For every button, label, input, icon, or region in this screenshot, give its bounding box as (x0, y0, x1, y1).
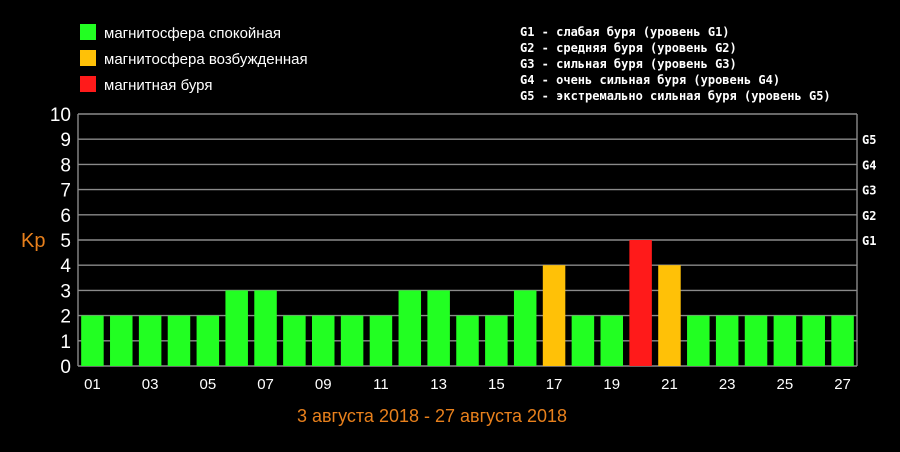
bar-day-16 (513, 290, 537, 366)
level-legend-g2: G2 - средняя буря (уровень G2) (520, 41, 737, 55)
storm-level-tick-g1: G1 (862, 234, 876, 248)
y-tick-label: 8 (60, 155, 71, 176)
y-tick-label: 4 (60, 256, 71, 277)
y-tick-label: 5 (60, 231, 71, 252)
bar-day-25 (773, 315, 797, 366)
storm-level-axis: G1 G2 G3 G4 G5 (862, 133, 876, 248)
x-tick-label: 15 (488, 376, 505, 393)
level-legend-g3: G3 - сильная буря (уровень G3) (520, 57, 737, 71)
x-tick-label: 27 (834, 376, 851, 393)
bar-day-21 (658, 265, 681, 366)
x-tick-label: 03 (142, 376, 159, 393)
bar-day-15 (485, 315, 508, 366)
y-tick-label: 1 (60, 332, 71, 353)
y-tick-label: 2 (60, 307, 71, 328)
legend-swatch-excited (80, 50, 96, 66)
bar-day-08 (283, 315, 306, 366)
y-axis-label: Kp (21, 230, 45, 252)
chart-bars (81, 240, 854, 366)
y-tick-label: 3 (60, 281, 71, 302)
x-tick-label: 09 (315, 376, 332, 393)
bar-day-13 (427, 290, 450, 366)
bar-day-06 (225, 290, 248, 366)
bar-day-10 (340, 315, 364, 366)
level-legend-g5: G5 - экстремально сильная буря (уровень … (520, 89, 831, 103)
bar-day-22 (687, 315, 710, 366)
x-tick-label: 01 (84, 376, 101, 393)
legend-swatch-quiet (80, 24, 96, 40)
y-tick-label: 10 (50, 105, 71, 126)
bar-day-23 (715, 315, 739, 366)
legend-swatch-storm (80, 76, 96, 92)
storm-level-tick-g4: G4 (862, 158, 876, 172)
x-axis-label: 3 августа 2018 - 27 августа 2018 (297, 406, 567, 426)
storm-level-legend: G1 - слабая буря (уровень G1) G2 - средн… (520, 25, 831, 103)
bar-day-11 (369, 315, 393, 366)
legend-label-quiet: магнитосфера спокойная (104, 25, 281, 42)
storm-level-tick-g2: G2 (862, 209, 876, 223)
legend-label-excited: магнитосфера возбужденная (104, 51, 308, 68)
bar-day-04 (167, 315, 191, 366)
level-legend-g4: G4 - очень сильная буря (уровень G4) (520, 73, 780, 87)
x-tick-label: 25 (777, 376, 794, 393)
bar-day-14 (456, 315, 479, 366)
bar-day-18 (571, 315, 595, 366)
y-tick-label: 9 (60, 130, 71, 151)
x-tick-label: 21 (661, 376, 678, 393)
level-legend-g1: G1 - слабая буря (уровень G1) (520, 25, 730, 39)
bar-day-03 (138, 315, 162, 366)
x-tick-label: 13 (430, 376, 447, 393)
x-tick-label: 11 (373, 376, 389, 393)
x-tick-label: 19 (603, 376, 620, 393)
bar-day-27 (831, 315, 854, 366)
storm-level-tick-g3: G3 (862, 184, 876, 198)
bar-day-17 (542, 265, 566, 366)
y-tick-label: 7 (60, 181, 71, 202)
x-tick-label: 23 (719, 376, 736, 393)
bar-day-07 (254, 290, 277, 366)
x-tick-label: 17 (546, 376, 563, 393)
bar-day-02 (110, 315, 133, 366)
bar-day-01 (81, 315, 104, 366)
storm-level-tick-g5: G5 (862, 133, 876, 147)
bar-day-19 (600, 315, 624, 366)
x-tick-label: 07 (257, 376, 274, 393)
legend-label-storm: магнитная буря (104, 77, 212, 94)
x-tick-label: 05 (199, 376, 216, 393)
x-axis-ticks: 01 03 05 07 09 11 13 15 17 19 21 23 25 27 (84, 376, 851, 393)
y-tick-label: 6 (60, 206, 71, 227)
y-tick-label: 0 (60, 357, 71, 378)
legend: магнитосфера спокойная магнитосфера возб… (80, 24, 308, 94)
bar-day-20 (629, 240, 652, 366)
bar-day-12 (398, 290, 422, 366)
bar-day-05 (196, 315, 220, 366)
bar-day-26 (802, 315, 825, 366)
bar-day-09 (311, 315, 335, 366)
y-axis-ticks: 0 1 2 3 4 5 6 7 8 9 10 (50, 105, 72, 378)
bar-day-24 (744, 315, 768, 366)
